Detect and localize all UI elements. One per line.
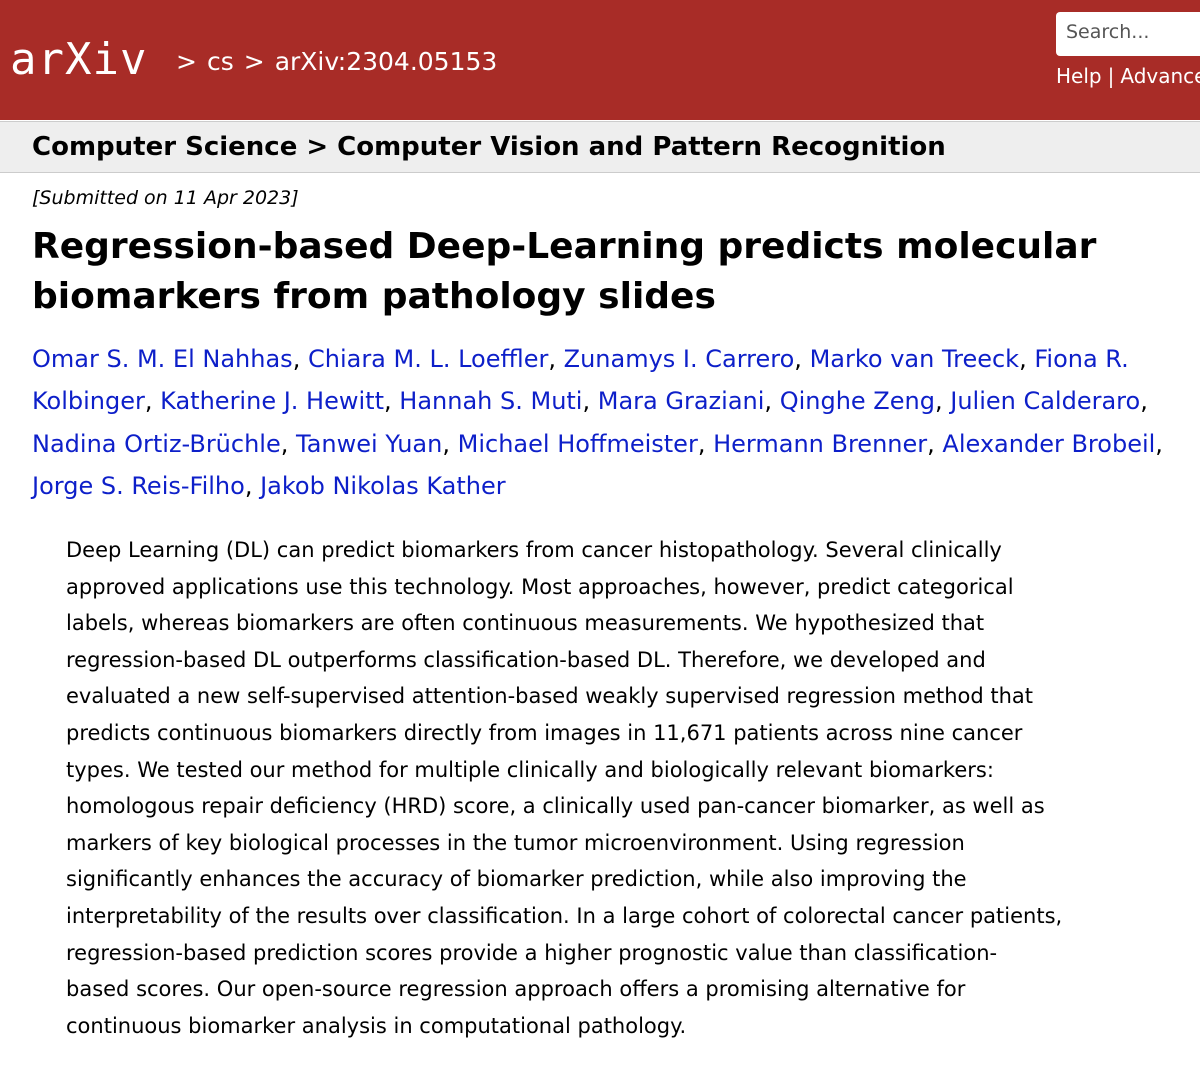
- author-link[interactable]: Qinghe Zeng: [779, 387, 935, 416]
- header-link[interactable]: Help: [1056, 64, 1102, 88]
- author-separator: ,: [582, 387, 591, 416]
- subject-bar: Computer Science > Computer Vision and Pat…: [0, 121, 1200, 173]
- abstract-line: labels, whereas biomarkers are often con…: [66, 611, 985, 636]
- author-separator: ,: [383, 387, 392, 416]
- author-link[interactable]: Hermann Brenner: [713, 429, 928, 458]
- abstract: Deep Learning (DL) can predict biomarker…: [66, 532, 1062, 1044]
- author-separator: ,: [794, 345, 802, 373]
- author-link[interactable]: Chiara M. L. Loeffler: [307, 345, 549, 373]
- author-link[interactable]: Alexander Brobeil: [942, 429, 1156, 458]
- author-link[interactable]: Katherine J. Hewitt: [160, 387, 384, 416]
- abstract-line: based scores. Our open-source regression…: [66, 977, 966, 1002]
- breadcrumb-link[interactable]: cs: [206, 47, 234, 76]
- breadcrumb-separator: >: [243, 47, 265, 76]
- author-link[interactable]: Mara Graziani: [597, 387, 765, 416]
- author-separator: ,: [1155, 429, 1163, 458]
- abstract-line: continuous biomarker analysis in computa…: [66, 1013, 687, 1038]
- abstract-line: regression-based DL outperforms classifi…: [66, 647, 986, 672]
- abstract-line: Deep Learning (DL) can predict biomarker…: [66, 538, 1002, 562]
- abstract-line: approved applications use this technolog…: [66, 574, 1014, 599]
- author-link[interactable]: Michael Hoffmeister: [457, 429, 698, 458]
- author-separator: ,: [548, 345, 556, 373]
- author-separator: ,: [1019, 345, 1027, 373]
- author-link[interactable]: Jorge S. Reis-Filho: [32, 471, 245, 500]
- author-link[interactable]: Jakob Nikolas Kather: [260, 471, 506, 500]
- abstract-line: types. We tested our method for multiple…: [66, 757, 994, 782]
- header: arXiv > cs > arXiv:2304.05153 Search... Hel…: [0, 0, 1200, 120]
- subject-separator: >: [306, 132, 329, 162]
- author-separator: ,: [764, 387, 773, 416]
- author-link[interactable]: Zunamys I. Carrero: [563, 345, 795, 373]
- abstract-line: significantly enhances the accuracy of b…: [66, 867, 967, 892]
- subject-item: Computer Science: [32, 132, 298, 162]
- abstract-line: markers of key biological processes in t…: [66, 830, 965, 855]
- author-separator: ,: [292, 345, 301, 373]
- search-box[interactable]: Search...: [1056, 12, 1200, 56]
- author-link[interactable]: Marko van Treeck: [809, 345, 1020, 373]
- abstract-line: regression-based prediction scores provi…: [66, 940, 998, 965]
- authors: Omar S. M. El Nahhas, Chiara M. L. Loeff…: [32, 338, 1198, 507]
- logo[interactable]: arXiv: [10, 34, 148, 85]
- author-separator: ,: [927, 429, 935, 458]
- header-link: |: [1107, 64, 1115, 88]
- author-link[interactable]: Omar S. M. El Nahhas: [32, 345, 293, 373]
- abstract-line: homologous repair deficiency (HRD) score…: [66, 794, 1045, 819]
- author-separator: ,: [280, 429, 289, 458]
- breadcrumb: > cs > arXiv:2304.05153: [176, 44, 507, 80]
- author-separator: ,: [442, 429, 450, 458]
- abstract-line: evaluated a new self-supervised attentio…: [66, 684, 1034, 709]
- header-links: Help | Advance: [1056, 62, 1200, 90]
- breadcrumb-link[interactable]: arXiv:2304.05153: [274, 47, 498, 76]
- author-link[interactable]: Hannah S. Muti: [399, 387, 583, 416]
- author-link[interactable]: Julien Calderaro: [950, 387, 1141, 416]
- submitted-date: [Submitted on 11 Apr 2023]: [32, 187, 299, 209]
- author-link[interactable]: Fiona R. Kolbinger: [32, 345, 1129, 416]
- abstract-line: interpretability of the results over cla…: [66, 903, 1063, 928]
- author-separator: ,: [144, 387, 153, 416]
- author-separator: ,: [697, 429, 706, 458]
- author-separator: ,: [934, 387, 943, 416]
- author-separator: ,: [1140, 387, 1148, 416]
- subject-item: Computer Vision and Pattern Recognition: [337, 132, 946, 162]
- paper-title: Regression-based Deep-Learning predicts …: [32, 226, 1097, 317]
- breadcrumb-separator: >: [176, 47, 197, 76]
- abstract-line: predicts continuous biomarkers directly …: [66, 720, 1023, 745]
- author-separator: ,: [244, 471, 253, 500]
- author-link[interactable]: Tanwei Yuan: [296, 429, 443, 458]
- author-link[interactable]: Nadina Ortiz-Brüchle: [32, 429, 281, 458]
- header-link[interactable]: Advance: [1120, 64, 1200, 88]
